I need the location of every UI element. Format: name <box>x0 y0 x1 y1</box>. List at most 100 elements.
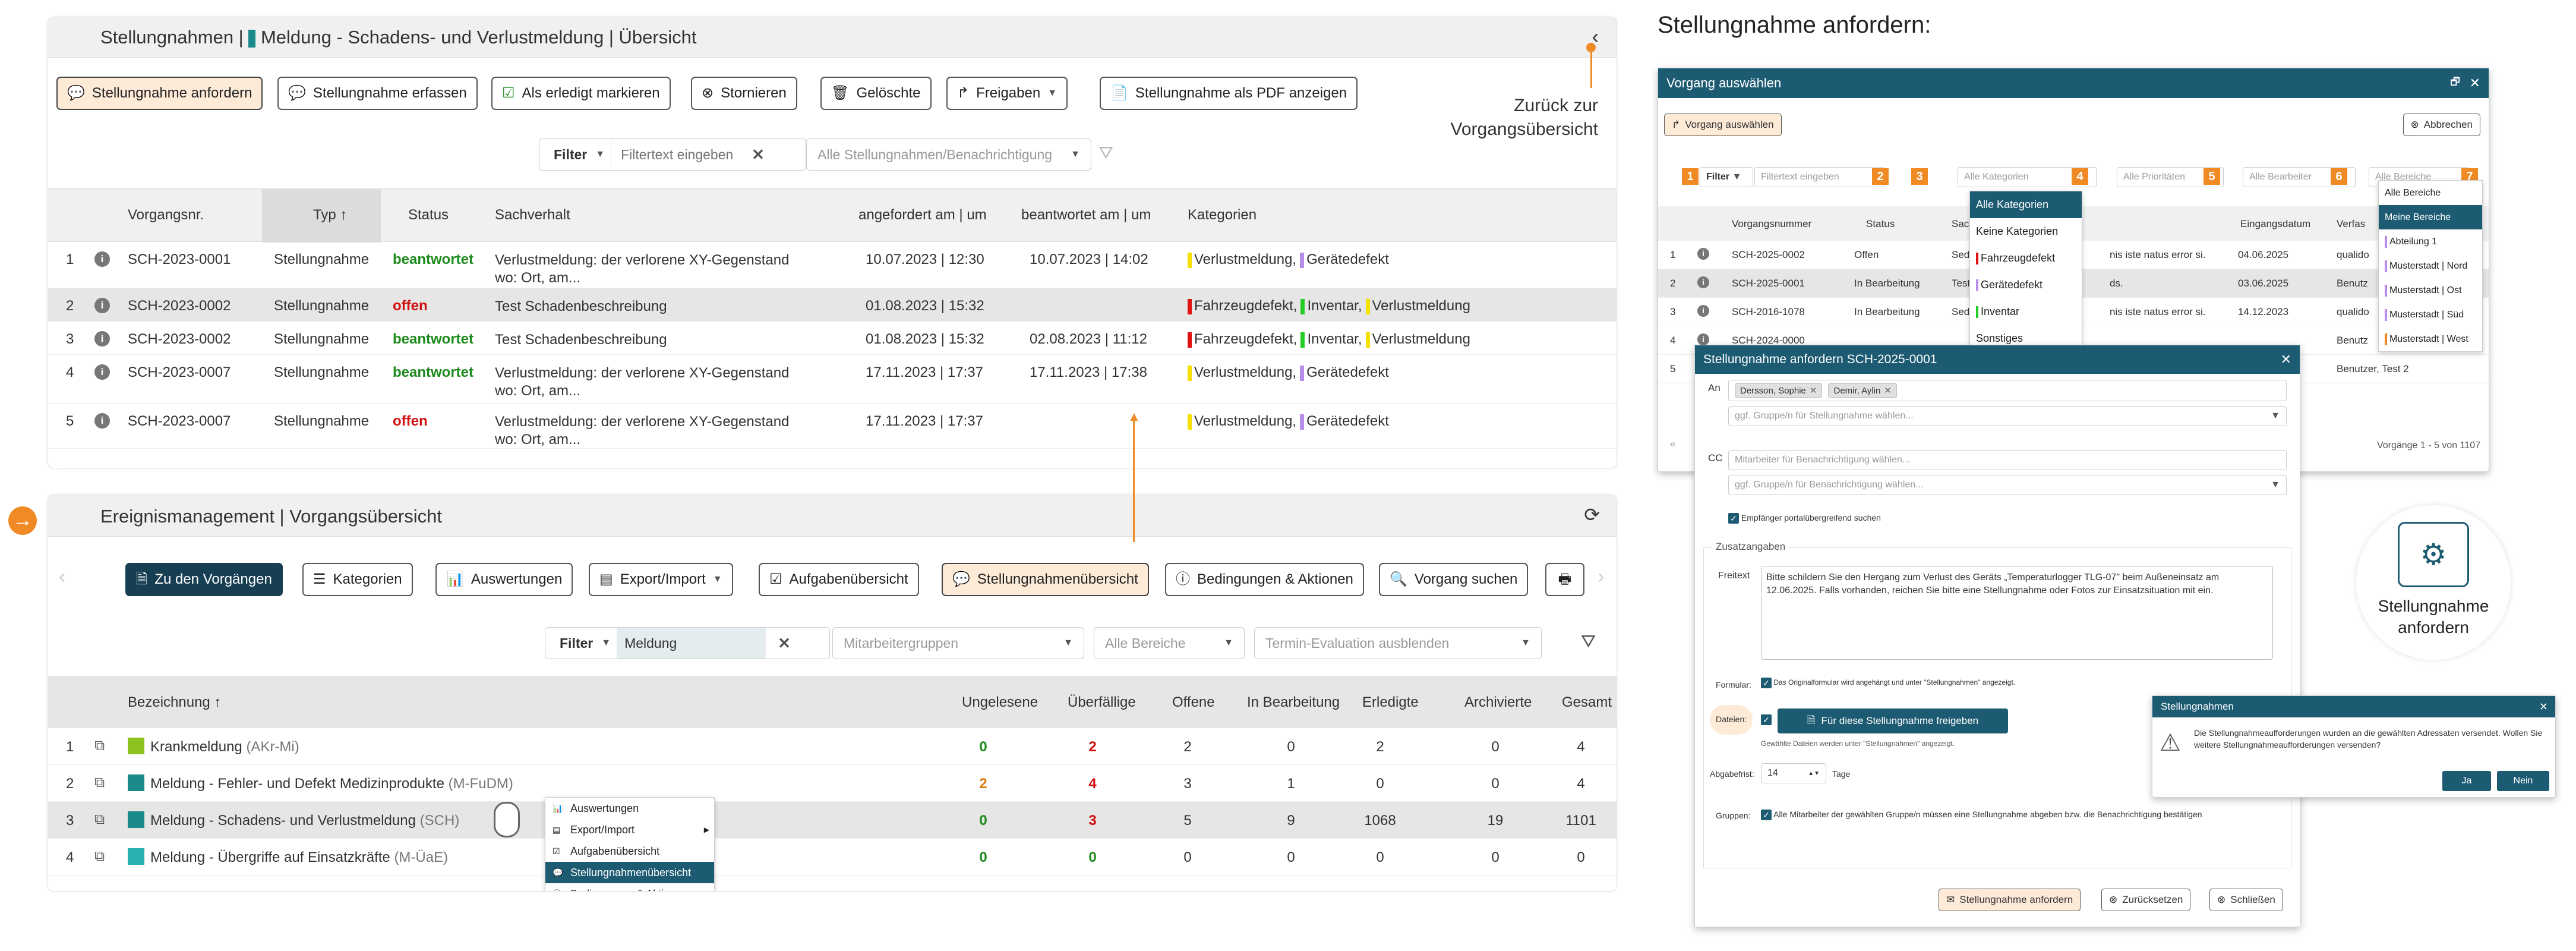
print-button[interactable]: 🖶 <box>1545 563 1584 596</box>
dropdown-item[interactable]: Meine Bereiche <box>2379 205 2482 229</box>
col-kategorien[interactable]: Kategorien <box>1188 207 1257 223</box>
dropdown-item[interactable]: Musterstadt | Nord <box>2379 254 2482 278</box>
group-statement-select[interactable]: ggf. Gruppe/n für Stellungnahme wählen..… <box>1728 406 2287 426</box>
filter-dropdown[interactable]: Filter ▼ <box>539 139 612 170</box>
copy-icon[interactable]: ⧉ <box>94 811 105 827</box>
info-icon[interactable]: i <box>94 331 110 347</box>
dropdown-item[interactable]: Musterstadt | West <box>2379 327 2482 351</box>
col-sach[interactable]: Sach <box>1952 218 1975 229</box>
conditions-button[interactable]: ⓘ Bedingungen & Aktionen <box>1165 563 1364 596</box>
table-row[interactable]: 5 i SCH-2023-0007 Stellungnahme offen Verlust… <box>48 404 1617 449</box>
filter-input[interactable]: Filtertext eingeben <box>1754 167 1885 187</box>
request-statement-button[interactable]: 💬 Stellungnahme anfordern <box>56 77 263 110</box>
copy-icon[interactable]: ⧉ <box>94 774 105 791</box>
close-icon[interactable]: ✕ <box>2280 352 2291 367</box>
cc-field[interactable]: Mitarbeiter für Benachrichtigung wählen.… <box>1728 450 2287 470</box>
col-gesamt[interactable]: Gesamt <box>1562 694 1612 710</box>
dropdown-item[interactable]: Alle Kategorien <box>1970 191 2082 218</box>
frist-input[interactable]: 14 ▲▼ <box>1761 763 1826 783</box>
filter-funnel-icon[interactable]: ⛛ <box>1098 143 1114 163</box>
col-erledigte[interactable]: Erledigte <box>1362 694 1419 710</box>
dropdown-item[interactable]: Keine Kategorien <box>1970 218 2082 245</box>
info-icon[interactable]: i <box>94 251 110 267</box>
statements-overview-button[interactable]: 💬 Stellungnahmenübersicht <box>942 563 1149 596</box>
col-vorgangsnummer[interactable]: Vorgangsnummer <box>1732 218 1812 229</box>
filter-dropdown[interactable]: Filter ▼ <box>1700 167 1753 187</box>
releases-button[interactable]: ↱ Freigaben ▼ <box>946 77 1068 110</box>
close-button[interactable]: ⊗ Schließen <box>2209 889 2283 911</box>
context-menu-item[interactable]: ▤ Export/Import ▶ <box>545 819 714 840</box>
dropdown-item[interactable]: Alle Bereiche <box>2379 181 2482 205</box>
col-beantwortet[interactable]: beantwortet am | um <box>1021 207 1151 223</box>
filter-input[interactable] <box>621 146 752 163</box>
table-row[interactable]: 4 ⧉ Meldung - Übergriffe auf Einsatzkräfte… <box>48 839 1617 876</box>
remove-icon[interactable]: ✕ <box>1809 386 1817 396</box>
remove-icon[interactable]: ✕ <box>1884 386 1892 396</box>
col-vorgangsnr[interactable]: Vorgangsnr. <box>128 207 204 223</box>
send-request-button[interactable]: ✉ Stellungnahme anfordern <box>1939 889 2081 911</box>
export-import-button[interactable]: ▤ Export/Import ▼ <box>589 563 733 596</box>
dropdown-item[interactable]: Musterstadt | Süd <box>2379 303 2482 327</box>
col-typ[interactable]: Typ ↑ <box>313 207 348 223</box>
table-row[interactable]: 1 i SCH-2023-0001 Stellungnahme beantwortet V… <box>48 242 1617 288</box>
deadline-eval-select[interactable]: Termin-Evaluation ausblenden ▼ <box>1254 627 1542 659</box>
table-row[interactable]: 4 i SCH-2023-0007 Stellungnahme beantwortet V… <box>48 355 1617 404</box>
clear-icon[interactable]: ✕ <box>778 634 791 652</box>
table-row[interactable]: 2 ⧉ Meldung - Fehler- und Defekt Medizinpr… <box>48 765 1617 802</box>
formular-checkbox[interactable]: ✓ Das Originalformular wird angehängt un… <box>1761 678 2015 688</box>
freitext-textarea[interactable]: Bitte schildern Sie den Hergang zum Verl… <box>1761 566 2273 660</box>
abort-button[interactable]: ⊗ Abbrechen <box>2403 114 2480 136</box>
select-case-button[interactable]: ↱ Vorgang auswählen <box>1664 114 1782 136</box>
info-icon[interactable]: i <box>1697 276 1709 288</box>
areas-select[interactable]: Alle Bereiche ▼ <box>1094 627 1245 659</box>
release-files-button[interactable]: 🗎 Für diese Stellungnahme freigeben <box>1778 708 2008 733</box>
cc-group-select[interactable]: ggf. Gruppe/n für Benachrichtigung wähle… <box>1728 475 2287 495</box>
clear-icon[interactable]: ✕ <box>752 145 765 163</box>
reset-button[interactable]: ⊗ Zurücksetzen <box>2101 889 2191 911</box>
col-archivierte[interactable]: Archivierte <box>1464 694 1532 710</box>
info-icon[interactable]: i <box>94 364 110 380</box>
col-in-bearbeitung[interactable]: In Bearbeitung <box>1247 694 1340 710</box>
close-icon[interactable]: ✕ <box>2539 700 2548 713</box>
filter-funnel-icon[interactable]: ⛛ <box>1581 632 1596 651</box>
col-ungelesene[interactable]: Ungelesene <box>962 694 1038 710</box>
statement-type-select[interactable]: Alle Stellungnahmen/Benachrichtigung ▼ <box>806 138 1091 171</box>
col-status[interactable]: Status <box>1866 218 1895 229</box>
context-menu-item[interactable]: ☑ Aufgabenübersicht <box>545 840 714 862</box>
filter-dropdown[interactable]: Filter ▼ <box>545 628 618 659</box>
scroll-left-icon[interactable]: ‹ <box>59 565 66 588</box>
col-sachverhalt[interactable]: Sachverhalt <box>495 207 570 223</box>
case-type-name[interactable]: Meldung - Schadens- und Verlustmeldung (… <box>150 813 459 829</box>
yes-button[interactable]: Ja <box>2442 771 2491 791</box>
enter-statement-button[interactable]: 💬 Stellungnahme erfassen <box>277 77 478 110</box>
col-offene[interactable]: Offene <box>1172 694 1215 710</box>
col-angefordert[interactable]: angefordert am | um <box>858 207 987 223</box>
copy-icon[interactable]: ⧉ <box>94 738 105 754</box>
info-icon[interactable]: i <box>1697 333 1709 345</box>
back-chevron-icon[interactable]: ‹ <box>1592 26 1599 48</box>
case-type-name[interactable]: Meldung - Übergriffe auf Einsatzkräfte (… <box>150 849 448 866</box>
case-type-name[interactable]: Krankmeldung (AKr-Mi) <box>150 739 299 755</box>
context-menu-item[interactable]: 📊 Auswertungen <box>545 798 714 819</box>
portal-checkbox[interactable]: ✓ Empfänger portalübergreifend suchen <box>1728 513 1881 524</box>
mark-done-button[interactable]: ☑ Als erledigt markieren <box>491 77 671 110</box>
search-case-button[interactable]: 🔍 Vorgang suchen <box>1379 563 1529 596</box>
gruppen-checkbox[interactable]: ✓ Alle Mitarbeiter der gewählten Gruppe/… <box>1761 810 2202 821</box>
col-bezeichnung[interactable]: Bezeichnung ↑ <box>128 694 222 710</box>
evaluations-button[interactable]: 📊 Auswertungen <box>435 563 573 596</box>
dropdown-item[interactable]: Abteilung 1 <box>2379 229 2482 254</box>
no-button[interactable]: Nein <box>2497 771 2549 791</box>
recipients-field[interactable]: Dersson, Sophie ✕ Demir, Aylin ✕ <box>1728 380 2287 401</box>
col-ueberfaellige[interactable]: Überfällige <box>1068 694 1136 710</box>
col-verfasser[interactable]: Verfas <box>2337 218 2366 229</box>
categories-button[interactable]: ☰ Kategorien <box>302 563 413 596</box>
filter-input[interactable]: Meldung <box>617 628 766 659</box>
scroll-right-icon[interactable]: › <box>1598 565 1605 588</box>
info-icon[interactable]: i <box>94 413 110 429</box>
close-icon[interactable]: ✕ <box>2469 75 2480 90</box>
dropdown-item[interactable]: Fahrzeugdefekt <box>1970 245 2082 272</box>
employee-groups-select[interactable]: Mitarbeitergruppen ▼ <box>832 627 1084 659</box>
window-icon[interactable]: 🗗 <box>2450 75 2460 87</box>
info-icon[interactable]: i <box>1697 248 1709 260</box>
dropdown-item[interactable]: Musterstadt | Ost <box>2379 278 2482 303</box>
